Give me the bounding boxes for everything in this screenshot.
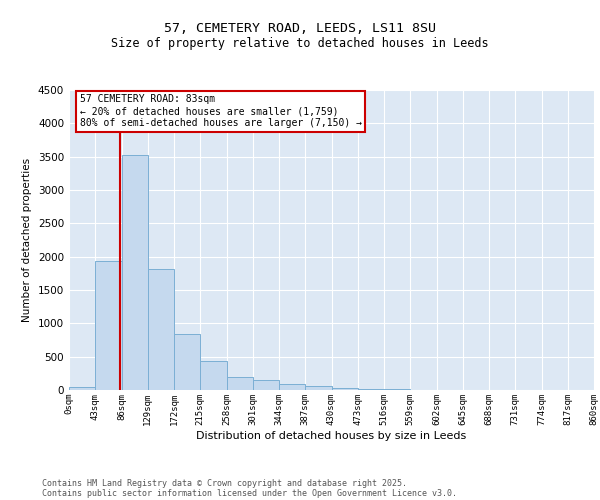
Text: Size of property relative to detached houses in Leeds: Size of property relative to detached ho… (111, 38, 489, 51)
Bar (148, 268, 174, 390)
Bar (305, 386, 331, 390)
Bar (358, 388, 384, 390)
Bar (174, 334, 200, 390)
Text: Contains HM Land Registry data © Crown copyright and database right 2025.: Contains HM Land Registry data © Crown c… (42, 478, 407, 488)
X-axis label: Distribution of detached houses by size in Leeds: Distribution of detached houses by size … (196, 430, 467, 440)
Y-axis label: Number of detached properties: Number of detached properties (22, 158, 32, 322)
Text: Contains public sector information licensed under the Open Government Licence v3: Contains public sector information licen… (42, 488, 457, 498)
Bar (279, 384, 305, 390)
Text: 57 CEMETERY ROAD: 83sqm
← 20% of detached houses are smaller (1,759)
80% of semi: 57 CEMETERY ROAD: 83sqm ← 20% of detache… (79, 94, 361, 128)
Bar (200, 362, 227, 390)
Bar (227, 377, 253, 390)
Bar (69, 386, 95, 390)
Bar (331, 388, 358, 390)
Bar (121, 154, 148, 390)
Bar (95, 260, 121, 390)
Bar (253, 380, 279, 390)
Text: 57, CEMETERY ROAD, LEEDS, LS11 8SU: 57, CEMETERY ROAD, LEEDS, LS11 8SU (164, 22, 436, 36)
